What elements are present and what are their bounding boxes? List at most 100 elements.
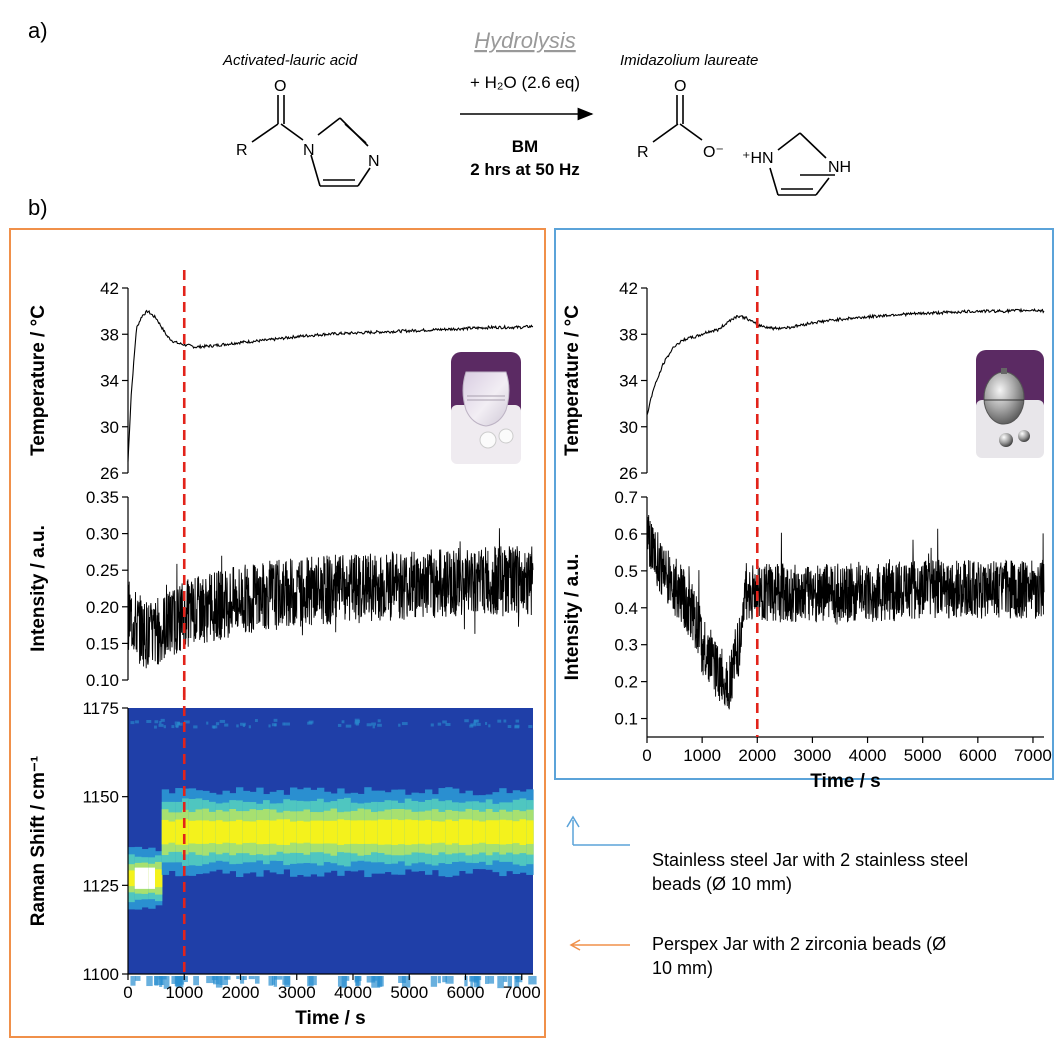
heatmap-band-cell [492,820,500,844]
heatmap-streak [154,720,159,724]
heatmap-streak [211,976,218,981]
y-tick-label: 0.35 [86,488,119,507]
reactant-label: Activated-lauric acid [222,52,358,69]
heatmap-streak [248,976,255,980]
heatmap-band-cell [344,820,352,845]
y-axis-label: Intensity / a.u. [562,554,583,681]
reaction-title: Hydrolysis [474,28,575,53]
y-tick-label: 0.3 [614,636,638,655]
y-tick-label: 0.20 [86,598,119,617]
y-tick-label: 30 [619,418,638,437]
x-tick-label: 3000 [278,983,316,1002]
x-axis-label: Time / s [810,771,880,792]
heatmap-hotspot [134,867,143,889]
heatmap-streak [146,976,153,987]
heatmap-streak [273,976,278,987]
heatmap-streak [473,721,476,725]
heatmap-streak [401,722,408,726]
heatmap-band-cell [283,819,291,845]
heatmap-streak [271,723,277,727]
atom-N3: N [368,153,380,170]
heatmap-streak [464,719,469,723]
heatmap-streak [163,725,166,729]
heatmap-band-cell [296,820,305,844]
heatmap-streak [271,976,275,985]
heatmap-band-cell [168,821,176,843]
series-line [646,514,1045,710]
y-tick-label: 42 [619,279,638,298]
x-tick-label: 4000 [849,746,887,765]
heatmap-streak [236,976,240,980]
heatmap-streak [160,718,165,722]
heatmap-band-cell [465,819,473,845]
heatmap-streak [377,719,381,723]
legend-perspex: Perspex Jar with 2 zirconia beads (Ø 10 … [569,934,946,978]
y-tick-label: 30 [100,418,119,437]
stainless-intensity-chart: 0.1 0.2 0.3 0.4 0.5 0.6 0.7 0 1000 2000 3000 4000 50… [562,479,1052,792]
heatmap-streak [514,976,520,988]
heatmap-band-cell [458,819,467,845]
x-tick-label: 6000 [447,983,485,1002]
atom-O-product: O [674,78,686,95]
legend-perspex-text-line2: 10 mm) [652,958,713,978]
heatmap-streak [175,976,182,986]
atom-O-minus: O⁻ [703,144,724,161]
heatmap-band-cell [242,821,251,844]
y-tick-label: 0.6 [614,525,638,544]
heatmap-band-cell [182,819,190,845]
y-tick-label: 0.15 [86,634,119,653]
y-tick-label: 0.4 [614,599,638,618]
heatmap-streak [308,976,317,986]
heatmap-streak [158,723,164,727]
heatmap-streak [497,719,502,723]
x-tick-label: 1000 [683,746,721,765]
heatmap-band-cell [269,820,278,844]
heatmap-band-cell [364,820,372,844]
y-tick-label: 34 [100,372,119,391]
heatmap-band-cell [323,820,332,844]
heatmap-streak [193,976,200,986]
stainless-panel-frame [554,228,1054,780]
heatmap-band-cell [317,820,325,844]
heatmap-streak [206,976,215,984]
heatmap-band-cell [155,869,163,888]
heatmap-band-cell [438,821,446,843]
heatmap-streak [514,725,520,729]
heatmap-streak [473,719,478,723]
perspex-panel-frame [9,228,546,1038]
heatmap-streak [337,723,342,727]
heatmap-streak [163,976,170,989]
heatmap-streak [254,976,260,984]
heatmap-band-cell [276,819,284,845]
atom-HN-plus: ⁺HN [742,150,774,167]
heatmap-streak [470,723,477,727]
heatmap-band-cell [256,820,264,845]
heatmap-band-cell [195,820,203,844]
y-axis-label: Temperature / °C [28,305,49,456]
y-tick-label: 26 [619,464,638,483]
heatmap-streak [497,976,504,989]
heatmap-streak [372,725,375,729]
heatmap-streak [355,722,359,726]
heatmap-streak [401,976,411,988]
heatmap-streak [183,976,188,983]
heatmap-streak [284,722,290,726]
heatmap-band-cell [452,821,460,844]
legend: Stainless steel Jar with 2 stainless ste… [566,815,968,978]
heatmap-hotspot [148,867,156,889]
heatmap-streak [130,976,136,986]
heatmap-band-cell [506,820,514,845]
heatmap-streak [507,976,513,988]
stainless-temperature-chart: 26 30 34 38 42 Temperature / °C [562,270,1045,495]
y-tick-label: 0.5 [614,562,638,581]
heatmap-streak [355,976,361,986]
heatmap-streak [445,976,454,984]
heatmap-streak [242,976,247,981]
x-tick-label: 3000 [794,746,832,765]
heatmap-streak [398,976,406,983]
heatmap-band-cell [512,821,521,844]
heatmap-streak [171,725,175,729]
heatmap-streak [345,976,350,981]
x-tick-label: 0 [123,983,132,1002]
